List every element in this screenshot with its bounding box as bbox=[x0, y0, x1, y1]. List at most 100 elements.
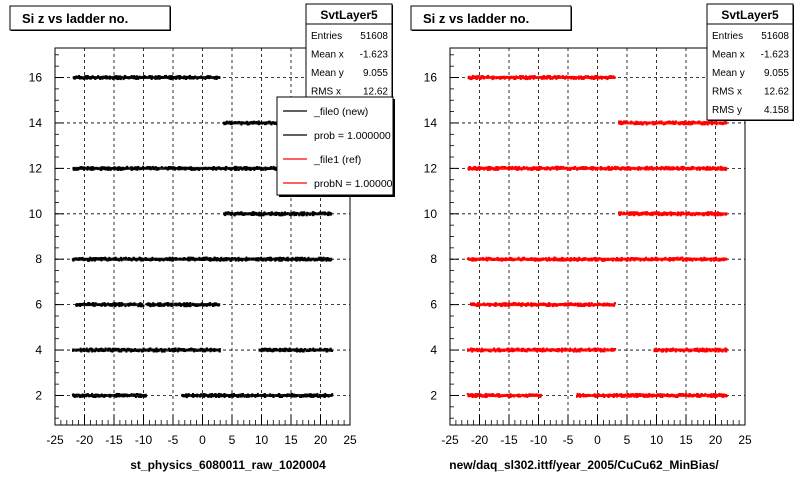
data-point bbox=[517, 302, 520, 305]
data-band-y6 bbox=[75, 302, 145, 308]
data-point bbox=[260, 256, 263, 259]
data-point bbox=[183, 305, 186, 308]
data-point bbox=[104, 256, 107, 259]
data-point bbox=[324, 392, 327, 395]
x-tick-label: 20 bbox=[709, 433, 723, 447]
data-point bbox=[227, 211, 230, 214]
data-band-y8 bbox=[466, 256, 728, 262]
data-point bbox=[648, 392, 651, 395]
stats-value: 9.055 bbox=[764, 68, 789, 79]
data-point bbox=[655, 256, 657, 259]
stats-value: 12.62 bbox=[764, 87, 789, 98]
data-point bbox=[523, 256, 526, 259]
data-point bbox=[497, 168, 500, 171]
data-band-y2 bbox=[576, 392, 728, 398]
legend-label: _file1 (ref) bbox=[313, 154, 361, 166]
data-band-y8 bbox=[71, 256, 333, 262]
data-point bbox=[554, 165, 557, 168]
data-point bbox=[526, 78, 529, 81]
data-point bbox=[258, 214, 261, 217]
stats-label: Mean x bbox=[712, 50, 745, 61]
data-point bbox=[710, 211, 713, 214]
data-point bbox=[471, 74, 474, 77]
data-point bbox=[661, 396, 664, 398]
data-point bbox=[190, 347, 193, 350]
legend-label: _file0 (new) bbox=[313, 106, 368, 118]
x-tick-label: -20 bbox=[471, 433, 489, 447]
data-point bbox=[607, 168, 610, 171]
data-point bbox=[134, 396, 137, 398]
y-tick-label: 10 bbox=[29, 207, 43, 221]
stats-label: RMS x bbox=[712, 87, 742, 98]
data-point bbox=[85, 347, 88, 350]
data-point bbox=[325, 259, 328, 262]
chart-title: Si z vs ladder no. bbox=[22, 11, 128, 26]
data-point bbox=[614, 302, 616, 305]
legend-label: probN = 1.000000 bbox=[314, 178, 399, 190]
data-band-y4 bbox=[258, 347, 333, 353]
data-point bbox=[661, 350, 664, 353]
x-tick-label: 15 bbox=[679, 433, 693, 447]
data-point bbox=[556, 165, 558, 168]
data-point bbox=[470, 347, 473, 350]
legend: _file0 (new)prob = 1.000000_file1 (ref)p… bbox=[276, 96, 399, 197]
data-point bbox=[572, 350, 575, 353]
data-band-y4 bbox=[72, 347, 221, 353]
y-tick-label: 14 bbox=[29, 116, 43, 130]
y-tick-label: 4 bbox=[35, 343, 42, 357]
data-point bbox=[674, 396, 677, 398]
data-point bbox=[575, 350, 578, 353]
data-band-y4 bbox=[467, 347, 617, 353]
data-point bbox=[566, 168, 569, 171]
data-point bbox=[256, 392, 259, 395]
data-point bbox=[288, 347, 291, 350]
data-point bbox=[547, 302, 550, 305]
data-point bbox=[130, 169, 133, 171]
stats-value: 51608 bbox=[761, 31, 789, 42]
data-point bbox=[205, 256, 208, 259]
x-tick-label: -10 bbox=[135, 433, 153, 447]
data-point bbox=[111, 350, 114, 353]
data-band-core bbox=[653, 348, 728, 352]
y-tick-label: 16 bbox=[424, 71, 438, 85]
data-point bbox=[606, 78, 609, 81]
data-band-y12 bbox=[467, 165, 728, 171]
data-point bbox=[86, 259, 89, 262]
stats-label: Mean y bbox=[712, 68, 745, 79]
data-band-y4 bbox=[653, 347, 729, 353]
stats-title: SvtLayer5 bbox=[320, 8, 378, 22]
data-point bbox=[530, 305, 533, 308]
x-tick-label: -5 bbox=[563, 433, 574, 447]
data-point bbox=[477, 75, 480, 77]
x-axis-label: st_physics_6080011_raw_1020004 bbox=[130, 458, 326, 472]
data-band-core bbox=[467, 393, 542, 397]
data-point bbox=[696, 392, 699, 395]
data-point bbox=[614, 165, 616, 168]
data-band-core bbox=[467, 76, 616, 80]
data-point bbox=[281, 396, 283, 398]
data-point bbox=[576, 392, 579, 395]
data-point bbox=[715, 256, 717, 259]
data-point bbox=[92, 396, 95, 398]
data-point bbox=[122, 78, 125, 81]
data-band-y16 bbox=[72, 74, 221, 81]
data-point bbox=[104, 347, 107, 350]
data-point bbox=[474, 396, 477, 398]
y-tick-label: 14 bbox=[424, 116, 438, 130]
x-tick-label: -15 bbox=[500, 433, 518, 447]
x-tick-label: 0 bbox=[199, 433, 206, 447]
data-point bbox=[149, 305, 152, 308]
data-band-core bbox=[72, 76, 221, 80]
data-point bbox=[109, 168, 112, 171]
data-point bbox=[721, 350, 724, 353]
legend-box bbox=[276, 96, 394, 196]
data-point bbox=[533, 347, 536, 350]
x-tick-label: -20 bbox=[76, 433, 94, 447]
stats-value: 51608 bbox=[360, 31, 388, 42]
data-band-core bbox=[258, 348, 333, 352]
data-point bbox=[155, 347, 158, 350]
data-point bbox=[322, 256, 325, 259]
data-band-core bbox=[576, 393, 728, 397]
stats-value: -1.623 bbox=[360, 50, 389, 61]
data-point bbox=[612, 396, 615, 398]
